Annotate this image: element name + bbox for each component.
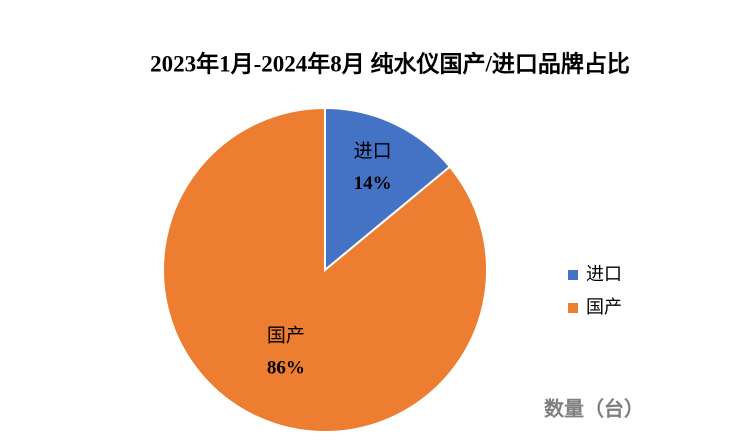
annotation: 数量（台） [544,397,644,421]
pie-slice [162,106,488,433]
legend-label: 进口 [586,264,622,285]
legend-swatch [568,270,578,280]
data-label: 14% [354,173,392,194]
slice-label: 进口 [354,140,392,162]
legend-label: 国产 [586,297,622,318]
legend-swatch [568,303,578,313]
pie-slice [324,106,452,273]
chart-title: 2023年1月-2024年8月 纯水仪国产/进口品牌占比 [150,50,630,76]
data-label: 86% [267,358,305,379]
slice-label: 国产 [267,325,305,347]
